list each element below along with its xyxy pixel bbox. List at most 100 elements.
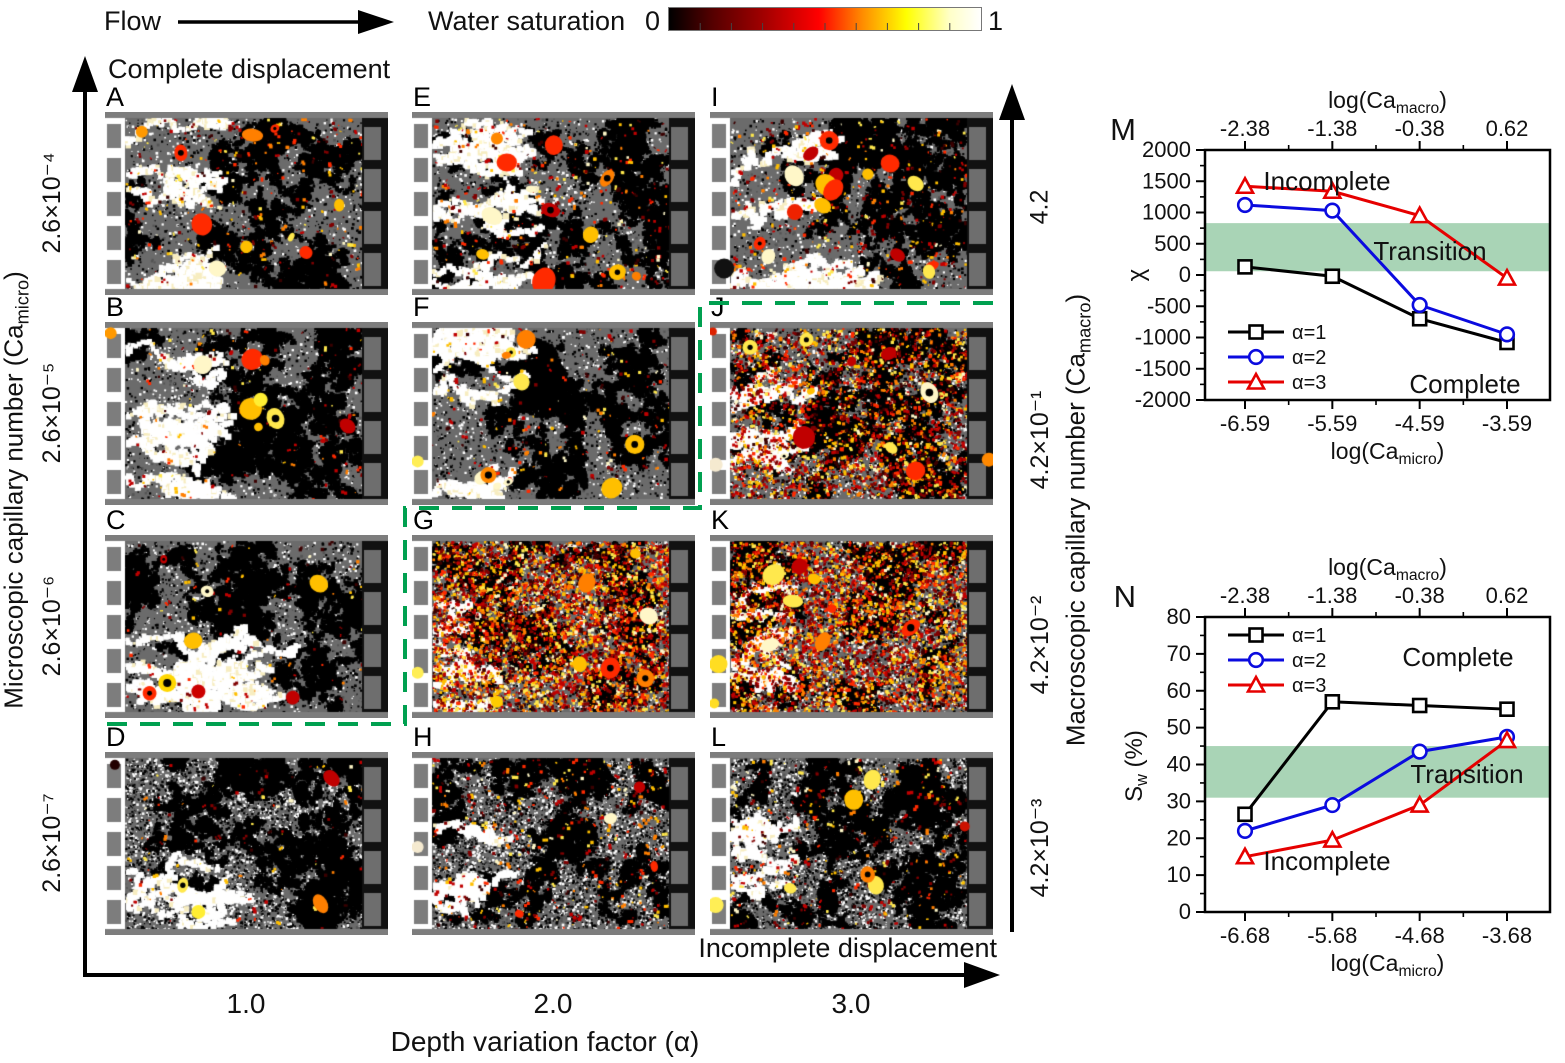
top-tick-label: -2.38 [1220,583,1270,608]
y-tick-label: 500 [1154,231,1191,256]
left-axis-tick-3: 2.6×10⁻⁶ [38,575,66,677]
annotation-complete: Complete [1402,642,1513,672]
right-axis-tick-4: 4.2×10⁻³ [1026,798,1054,898]
panel-image-G [412,535,695,718]
annotation-incomplete: Incomplete [1263,846,1390,876]
right-axis-tick-1: 4.2 [1025,189,1054,225]
colorbar-title: Water saturation [428,6,626,36]
series-line-α=3 [1244,739,1508,859]
legend-label-α=2: α=2 [1292,650,1326,672]
y-tick-label: 0 [1179,262,1191,287]
right-axis-tick-2: 4.2×10⁻¹ [1026,390,1054,490]
y-axis-title: Sw (%) [1121,730,1151,802]
panel-label-J: J [711,292,725,322]
complete-displacement-label: Complete displacement [108,54,391,84]
bottom-axis-tick-3: 3.0 [831,988,871,1019]
top-tick-label: -1.38 [1307,116,1357,141]
y-tick-label: -500 [1147,293,1191,318]
panel-label-C: C [106,505,126,535]
colorbar-min-label: 0 [645,6,661,36]
x-tick-label: -4.68 [1395,923,1445,948]
annotation-transition: Transition [1373,236,1486,266]
top-tick-label: -0.38 [1395,116,1445,141]
water-saturation-colorbar [668,7,982,31]
panel-label-F: F [413,292,430,322]
panel-image-L [710,752,993,935]
annotation-incomplete: Incomplete [1263,166,1390,196]
series-line-α=2 [1244,735,1508,833]
legend-label-α=2: α=2 [1292,347,1326,369]
top-axis-title: log(Camacro) [1328,554,1447,584]
panel-image-E [412,112,695,295]
panel-label-G: G [413,505,435,535]
x-tick-label: -4.59 [1395,411,1445,436]
y-tick-label: -1000 [1135,325,1191,350]
panel-label-L: L [711,722,727,752]
top-tick-label: -2.38 [1220,116,1270,141]
y-tick-label: 1000 [1142,200,1191,225]
incomplete-displacement-label: Incomplete displacement [698,933,997,963]
panel-label-A: A [106,82,125,112]
panel-image-C [105,535,388,718]
chart-N: -6.68 -2.38 -5.68 -1.38 -4.68 -0.38 -3.68 0.62 l… [1114,554,1552,980]
top-tick-label: -1.38 [1307,583,1357,608]
series-line-α=2 [1244,203,1508,336]
chart-panel-label-M: M [1110,112,1136,147]
panel-image-F [412,322,695,505]
x-axis-title: log(Camicro) [1331,950,1445,980]
y-tick-label: -1500 [1135,356,1191,381]
y-tick-label: 70 [1167,641,1191,666]
x-axis-title: log(Camicro) [1331,438,1445,468]
right-axis-title: Macroscopic capillary number (Camacro) [1060,293,1095,747]
top-tick-label: -0.38 [1395,583,1445,608]
y-tick-label: 30 [1167,788,1191,813]
series-line-α=1 [1243,700,1508,816]
y-tick-label: 10 [1167,862,1191,887]
series-line-α=1 [1244,265,1508,344]
top-axis-title: log(Camacro) [1328,87,1447,117]
x-tick-label: -3.68 [1482,923,1532,948]
colorbar-max-label: 1 [988,6,1004,36]
annotation-transition: Transition [1410,759,1523,789]
left-axis-tick-4: 2.6×10⁻⁷ [38,793,66,893]
panel-image-B [105,322,388,505]
y-tick-label: 80 [1167,604,1191,629]
x-tick-label: -5.68 [1307,923,1357,948]
panel-label-K: K [711,505,730,535]
bottom-axis-tick-1: 1.0 [226,988,266,1019]
transition-band [1205,746,1550,798]
x-tick-label: -6.59 [1220,411,1270,436]
y-axis-title: χ [1123,268,1150,281]
left-axis-title: Microscopic capillary number (Camicro) [0,271,33,709]
transition-band [1205,223,1550,272]
panel-image-D [105,752,388,935]
y-tick-label: 40 [1167,752,1191,777]
panel-label-H: H [413,722,433,752]
y-tick-label: -2000 [1135,387,1191,412]
panel-image-I [710,112,993,295]
y-tick-label: 50 [1167,715,1191,740]
y-tick-label: 20 [1167,825,1191,850]
legend-label-α=3: α=3 [1292,675,1326,697]
panel-label-B: B [106,292,125,322]
y-tick-label: 1500 [1142,168,1191,193]
chart-M: -6.59 -2.38 -5.59 -1.38 -4.59 -0.38 -3.59 0.62 l… [1110,87,1552,468]
left-axis-tick-1: 2.6×10⁻⁴ [38,152,66,254]
legend-label-α=1: α=1 [1292,625,1326,647]
colorbar-ticks [699,23,951,30]
legend-label-α=3: α=3 [1292,372,1326,394]
flow-label: Flow [104,6,162,36]
bottom-axis-tick-2: 2.0 [533,988,573,1019]
top-tick-label: 0.62 [1486,583,1529,608]
right-axis-tick-3: 4.2×10⁻² [1026,595,1054,695]
panel-label-E: E [413,82,432,112]
top-tick-label: 0.62 [1486,116,1529,141]
y-tick-label: 0 [1179,899,1191,924]
annotation-complete: Complete [1409,369,1520,399]
panel-label-I: I [711,82,719,112]
y-tick-label: 2000 [1142,137,1191,162]
panel-image-J [710,322,993,505]
chart-panel-label-N: N [1114,579,1136,614]
x-tick-label: -3.59 [1482,411,1532,436]
